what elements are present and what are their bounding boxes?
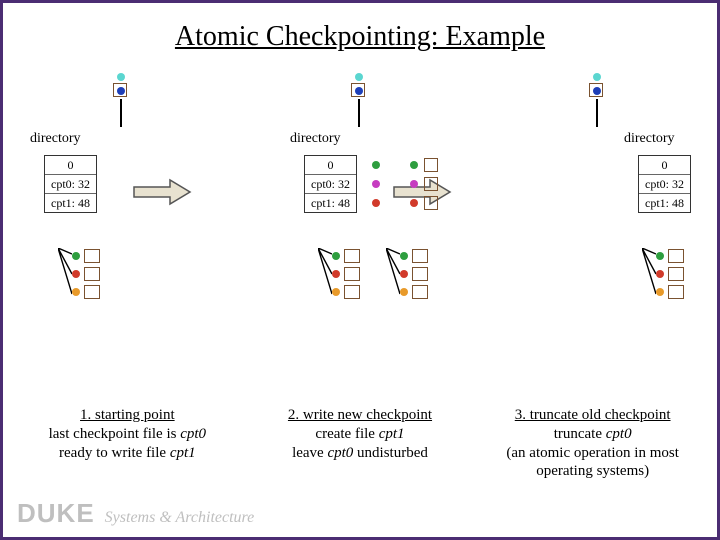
idx-row: 0	[639, 156, 690, 175]
dot-icon	[72, 288, 80, 296]
dot-icon	[410, 180, 418, 188]
box-icon	[412, 249, 428, 263]
index-box: 0 cpt0: 32 cpt1: 48	[44, 155, 97, 213]
tree-top-icon	[578, 73, 618, 133]
dot-icon	[117, 73, 125, 81]
captions-row: 1. starting point last checkpoint file i…	[3, 406, 717, 481]
caption-2: 2. write new checkpoint create file cpt1…	[250, 406, 470, 481]
dot-icon	[400, 252, 408, 260]
dot-icon	[410, 199, 418, 207]
dot-icon	[332, 288, 340, 296]
idx-row: cpt1: 48	[639, 194, 690, 212]
dot-icon	[656, 288, 664, 296]
caption-em: cpt1	[379, 426, 405, 442]
caption-em: cpt0	[327, 445, 353, 461]
footer-sa: Systems & Architecture	[105, 509, 255, 527]
dot-icon	[117, 87, 125, 95]
bottom-tree-icon	[72, 245, 132, 303]
dot-icon	[372, 161, 380, 169]
panels-row: directory 0 cpt0: 32 cpt1: 48	[3, 73, 717, 383]
idx-row: 0	[305, 156, 356, 175]
box-icon	[344, 285, 360, 299]
dot-icon	[593, 73, 601, 81]
dot-icon	[593, 87, 601, 95]
box-icon	[412, 267, 428, 281]
dot-icon	[656, 252, 664, 260]
slide: Atomic Checkpointing: Example directory …	[0, 0, 720, 540]
bottom-tree-left-icon	[332, 245, 392, 303]
caption-text: create file	[315, 426, 378, 442]
box-icon	[668, 249, 684, 263]
connector-icon	[120, 99, 122, 127]
index-box: 0 cpt0: 32 cpt1: 48	[638, 155, 691, 213]
panel-1: directory 0 cpt0: 32 cpt1: 48	[12, 73, 232, 383]
caption-em: cpt0	[606, 426, 632, 442]
caption-text: leave	[292, 445, 327, 461]
connector-icon	[358, 99, 360, 127]
box-icon	[344, 249, 360, 263]
dot-icon	[400, 270, 408, 278]
box-icon	[344, 267, 360, 281]
box-icon	[412, 285, 428, 299]
dot-icon	[410, 161, 418, 169]
connector-icon	[596, 99, 598, 127]
tree-top-icon	[102, 73, 142, 133]
tree-top-icon	[340, 73, 380, 133]
box-icon	[668, 285, 684, 299]
arrow-icon	[132, 178, 192, 206]
directory-label: directory	[624, 131, 675, 147]
row-dots-left	[372, 155, 380, 212]
footer: DUKE Systems & Architecture	[17, 498, 254, 529]
box-icon	[84, 249, 100, 263]
idx-row: cpt1: 48	[305, 194, 356, 212]
dot-icon	[355, 73, 363, 81]
dot-icon	[332, 252, 340, 260]
caption-text: last checkpoint file is	[49, 426, 181, 442]
box-icon	[424, 158, 438, 172]
dot-icon	[355, 87, 363, 95]
index-box: 0 cpt0: 32 cpt1: 48	[304, 155, 357, 213]
idx-row: cpt0: 32	[639, 175, 690, 194]
bottom-tree-right-icon	[400, 245, 460, 303]
box-icon	[424, 196, 438, 210]
idx-row: cpt0: 32	[45, 175, 96, 194]
idx-row: 0	[45, 156, 96, 175]
caption-text: undisturbed	[353, 445, 428, 461]
caption-lead: 1. starting point	[80, 407, 175, 423]
box-icon	[84, 267, 100, 281]
box-icon	[84, 285, 100, 299]
dot-icon	[400, 288, 408, 296]
dot-icon	[656, 270, 664, 278]
caption-3: 3. truncate old checkpoint truncate cpt0…	[483, 406, 703, 481]
idx-row: cpt0: 32	[305, 175, 356, 194]
box-icon	[668, 267, 684, 281]
slide-title: Atomic Checkpointing: Example	[3, 3, 717, 53]
directory-label: directory	[30, 131, 81, 147]
caption-1: 1. starting point last checkpoint file i…	[17, 406, 237, 481]
caption-text: ready to write file	[59, 445, 170, 461]
dot-icon	[332, 270, 340, 278]
bottom-tree-icon	[656, 245, 716, 303]
caption-lead: 3. truncate old checkpoint	[515, 407, 671, 423]
caption-em: cpt1	[170, 445, 196, 461]
caption-em: cpt0	[180, 426, 206, 442]
caption-lead: 2. write new checkpoint	[288, 407, 432, 423]
caption-text: (an atomic operation in most operating s…	[506, 445, 678, 480]
footer-duke: DUKE	[17, 498, 95, 529]
directory-label: directory	[290, 131, 341, 147]
caption-text: truncate	[554, 426, 606, 442]
dot-icon	[372, 199, 380, 207]
panel-3: directory 0 cpt0: 32 cpt1: 48	[488, 73, 708, 383]
dot-icon	[372, 180, 380, 188]
row-dots-right	[410, 155, 438, 212]
idx-row: cpt1: 48	[45, 194, 96, 212]
dot-icon	[72, 270, 80, 278]
box-icon	[424, 177, 438, 191]
panel-2: directory 0 cpt0: 32 cpt1: 48	[250, 73, 470, 383]
dot-icon	[72, 252, 80, 260]
